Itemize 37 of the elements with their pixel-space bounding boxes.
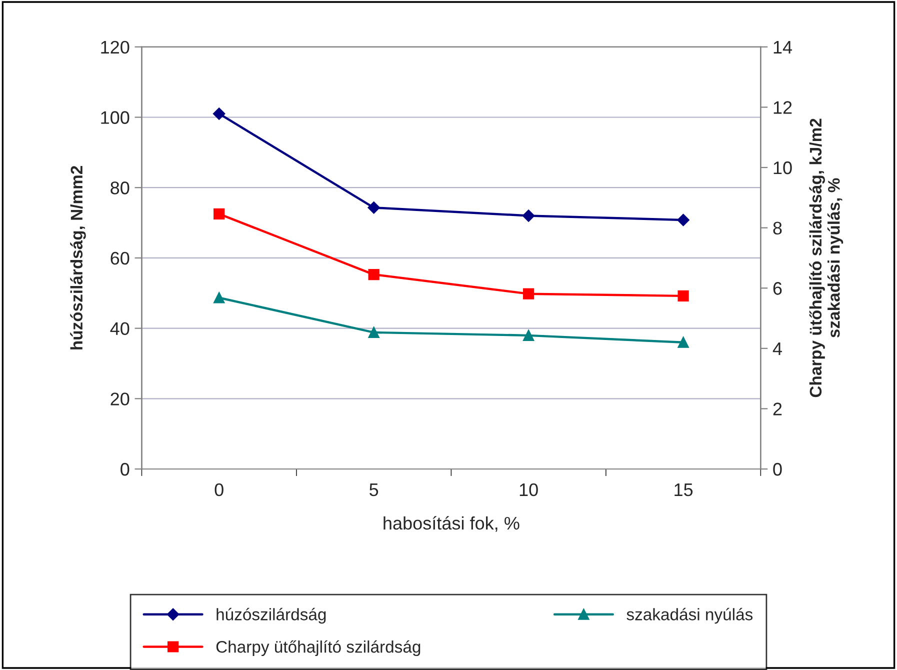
legend-label: Charpy ütőhajlító szilárdság xyxy=(216,640,420,656)
legend-label: szakadási nyúlás xyxy=(626,608,753,624)
point xyxy=(678,336,689,348)
point xyxy=(677,214,690,226)
x-tick-label: 0 xyxy=(214,483,224,496)
point xyxy=(368,326,380,338)
y2-tick-label: 10 xyxy=(774,161,792,174)
y-tick-label: 120 xyxy=(101,40,130,54)
x-tick-label: 5 xyxy=(370,484,378,496)
point xyxy=(214,292,225,304)
point xyxy=(523,288,534,300)
point xyxy=(523,330,534,341)
point xyxy=(522,210,535,222)
y-tick-label: 80 xyxy=(110,182,130,194)
y2-tick-label: 6 xyxy=(773,282,782,295)
y-tick-label: 20 xyxy=(110,392,130,406)
y2-tick-label: 8 xyxy=(773,222,782,235)
x-axis-title: habosítási fok, % xyxy=(384,516,520,532)
y-tick-label: 60 xyxy=(110,252,130,265)
point xyxy=(368,268,380,280)
point xyxy=(212,108,226,120)
y2-tick-label: 0 xyxy=(773,462,782,476)
x-tick-label: 15 xyxy=(674,484,693,496)
y2-axis-title: Charpy ütőhajlító szilárdság, kJ/m2 szakadási nyúlás, % xyxy=(809,118,844,398)
x-tick-label: 10 xyxy=(520,483,538,496)
y-tick-label: 100 xyxy=(101,111,130,124)
point xyxy=(678,290,689,302)
point xyxy=(368,202,380,214)
y-axis-title: húzószilárdság, N/mm2 xyxy=(70,166,86,350)
y-tick-label: 0 xyxy=(120,462,130,476)
legend-label: húzószilárdság xyxy=(216,608,326,624)
y-tick-label: 40 xyxy=(110,322,130,336)
point xyxy=(214,208,225,220)
y2-tick-label: 12 xyxy=(774,101,792,114)
y2-tick-label: 14 xyxy=(774,41,792,54)
y2-tick-label: 4 xyxy=(772,342,782,355)
y2-tick-label: 2 xyxy=(773,402,782,416)
